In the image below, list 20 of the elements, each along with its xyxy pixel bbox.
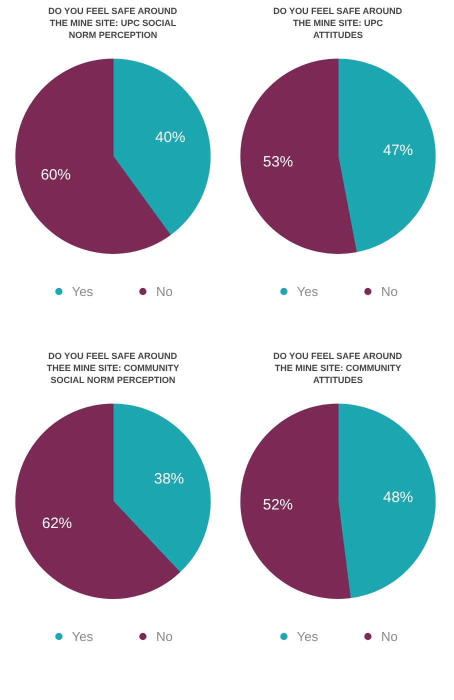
legend-label: No	[381, 284, 399, 298]
chart-title: DO YOU FEEL SAFE AROUND THE MINE SITE: COMMUNITY ATTITUDES	[273, 350, 403, 385]
chart-title: DO YOU FEEL SAFE AROUND THE MINE SITE: UPC ATTITUDES	[273, 6, 403, 40]
legend-label: Yes	[296, 284, 318, 298]
data-label: 40%	[155, 129, 186, 146]
legend-label: No	[156, 628, 174, 644]
legend-label: Yes	[72, 628, 94, 644]
legend-label: No	[381, 628, 399, 644]
legend-label: No	[156, 284, 174, 298]
data-label: 62%	[42, 514, 72, 532]
chart-title: DO YOU FEEL SAFE AROUND THEE MINE SITE: COMMUNITY SOCIAL NORM PERCEPTION	[46, 350, 180, 385]
data-label: 60%	[40, 166, 71, 184]
legend-label: Yes	[296, 628, 318, 644]
data-label: 38%	[154, 470, 184, 488]
data-label: 47%	[382, 142, 413, 160]
chart-title: DO YOU FEEL SAFE AROUND THE MINE SITE: UPC SOCIAL NORM PERCEPTION	[48, 6, 178, 40]
data-label: 52%	[262, 496, 293, 514]
data-label: 48%	[383, 488, 414, 506]
data-label: 53%	[263, 153, 294, 170]
legend-label: Yes	[72, 284, 94, 298]
